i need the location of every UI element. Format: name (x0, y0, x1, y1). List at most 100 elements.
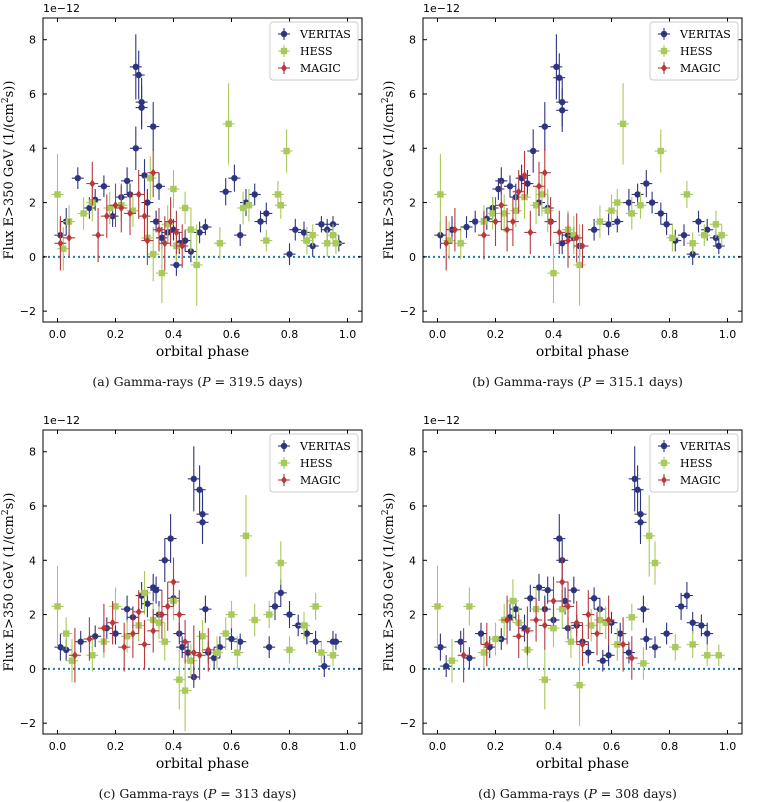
marker-circle (141, 172, 148, 179)
marker-square (187, 657, 195, 664)
marker-square (181, 687, 189, 694)
marker-circle (292, 226, 299, 233)
y-tick-label: 4 (29, 554, 36, 567)
x-tick-label: 0.2 (107, 740, 125, 753)
data-point (666, 224, 679, 252)
marker-diamond (483, 640, 490, 649)
y-offset-text: 1e−12 (423, 2, 460, 15)
data-point (669, 633, 682, 661)
marker-diamond (579, 242, 586, 250)
data-point (153, 172, 165, 200)
data-point (631, 183, 644, 206)
marker-square (106, 204, 113, 212)
marker-diamond (533, 616, 540, 624)
marker-circle (663, 221, 670, 228)
marker-diamond (167, 217, 174, 226)
data-point (506, 579, 519, 623)
data-point (646, 191, 659, 214)
marker-circle (643, 635, 650, 643)
marker-circle (625, 199, 633, 206)
data-point (71, 167, 84, 189)
y-tick-label: 2 (29, 197, 36, 210)
marker-square (277, 559, 284, 567)
marker-diamond (112, 201, 119, 210)
marker-diamond (66, 233, 73, 242)
legend-marker-square (660, 47, 668, 55)
data-point (475, 622, 487, 645)
data-point (141, 189, 154, 217)
data-point (309, 592, 322, 620)
y-axis-label-end: s)) (382, 493, 397, 510)
data-point (196, 500, 209, 544)
marker-square (161, 638, 168, 645)
data-point (298, 611, 310, 639)
x-axis-label: orbital phase (156, 756, 249, 772)
marker-circle (463, 223, 470, 231)
marker-diamond (550, 597, 557, 605)
data-point (86, 639, 99, 672)
data-point (68, 628, 81, 683)
data-point (103, 191, 116, 225)
data-point (167, 218, 180, 241)
marker-square (602, 619, 609, 626)
data-point (631, 465, 644, 515)
data-point (709, 210, 722, 238)
y-tick-label: 8 (29, 34, 36, 47)
marker-square (619, 120, 627, 128)
marker-diamond (109, 618, 116, 627)
data-point (138, 191, 151, 241)
data-point (599, 606, 612, 639)
data-point (602, 213, 615, 236)
x-tick-label: 0.4 (545, 328, 563, 341)
data-point (86, 161, 99, 206)
data-point (553, 514, 566, 563)
marker-diamond (141, 212, 148, 221)
marker-square (277, 202, 284, 209)
marker-square (538, 191, 546, 198)
marker-diamond (170, 578, 177, 586)
marker-circle (585, 649, 592, 656)
marker-square (129, 207, 137, 214)
marker-square (588, 622, 595, 629)
data-point (454, 227, 467, 260)
data-point (654, 129, 667, 173)
data-point (213, 227, 226, 260)
marker-square (176, 676, 183, 683)
legend-label-magic: MAGIC (300, 474, 341, 487)
marker-square (225, 120, 232, 128)
data-point (506, 197, 519, 246)
marker-square (628, 614, 635, 621)
data-point (161, 205, 174, 244)
marker-diamond (628, 654, 635, 662)
data-point (129, 126, 142, 170)
data-point (158, 622, 171, 661)
data-point (654, 202, 667, 225)
x-tick-label: 0.4 (545, 740, 563, 753)
data-point (448, 208, 461, 252)
marker-square (544, 207, 551, 214)
marker-circle (680, 231, 688, 239)
data-point (625, 636, 638, 680)
subplot-caption-a: (a) Gamma-rays (P = 319.5 days) (92, 374, 303, 389)
data-point (463, 587, 476, 626)
data-point (184, 644, 197, 677)
data-point (573, 644, 586, 726)
marker-diamond (509, 217, 516, 226)
marker-diamond (190, 648, 197, 657)
marker-circle (132, 63, 139, 71)
data-point (109, 587, 122, 626)
marker-diamond (451, 225, 458, 234)
data-point (570, 213, 583, 263)
data-point (135, 85, 148, 130)
data-point (562, 582, 574, 631)
marker-circle (553, 63, 560, 71)
marker-circle (663, 630, 670, 637)
marker-circle (605, 221, 612, 228)
data-point (51, 153, 64, 236)
data-point (283, 636, 296, 664)
data-point (155, 243, 168, 303)
data-point (240, 495, 252, 577)
x-tick-label: 0.0 (49, 740, 67, 753)
data-point (431, 565, 444, 648)
y-tick-label: 4 (29, 142, 36, 155)
